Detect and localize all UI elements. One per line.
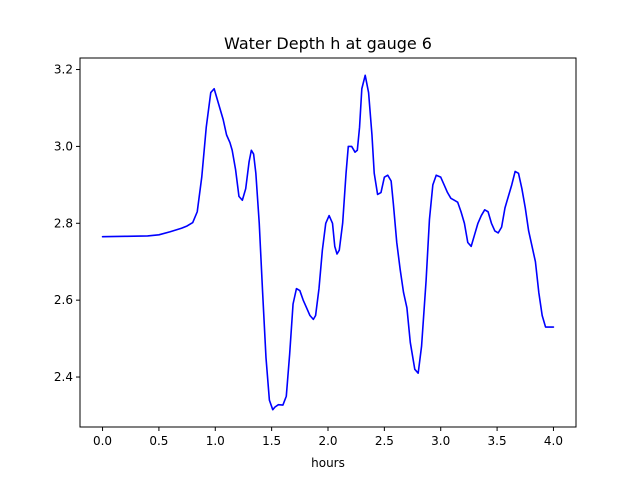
x-tick-label: 1.0 xyxy=(206,434,225,448)
y-tick-label: 2.8 xyxy=(54,216,73,230)
x-axis-label: hours xyxy=(311,456,345,470)
y-tick-label: 2.4 xyxy=(54,370,73,384)
x-tick-label: 4.0 xyxy=(544,434,563,448)
y-tick-label: 3.0 xyxy=(54,139,73,153)
y-tick-label: 3.2 xyxy=(54,63,73,77)
x-tick-label: 2.5 xyxy=(375,434,394,448)
series-line-0 xyxy=(101,74,555,411)
x-tick-label: 3.5 xyxy=(488,434,507,448)
x-tick-label: 1.5 xyxy=(262,434,281,448)
chart-title: Water Depth h at gauge 6 xyxy=(224,34,432,53)
y-tick-label: 2.6 xyxy=(54,293,73,307)
x-tick-label: 2.0 xyxy=(318,434,337,448)
x-tick-label: 0.0 xyxy=(93,434,112,448)
x-tick-label: 3.0 xyxy=(431,434,450,448)
x-tick-label: 0.5 xyxy=(149,434,168,448)
plot-area: 0.0 0.5 1.0 1.5 2.0 2.5 3.0 3.5 4.0 2.4 2.6 2.8 3.0 3… xyxy=(54,57,577,448)
